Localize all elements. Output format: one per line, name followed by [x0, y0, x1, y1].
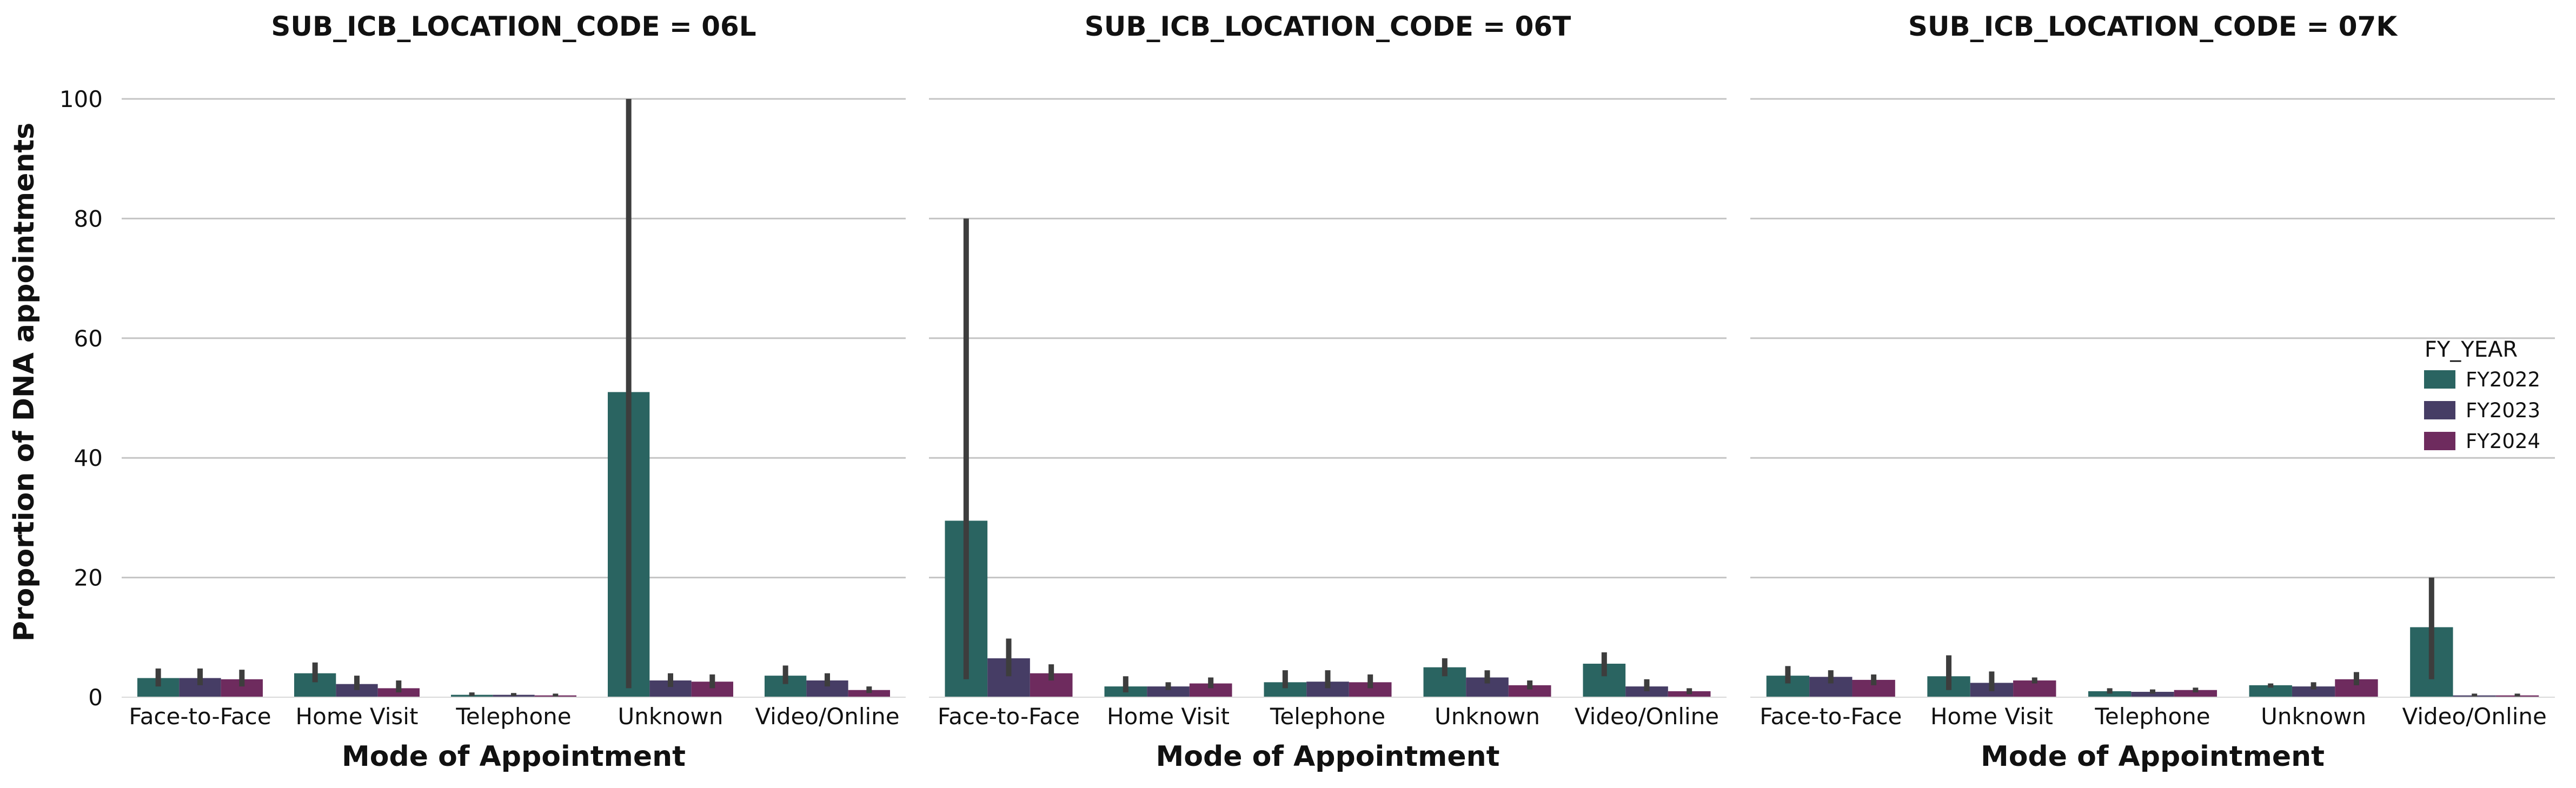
legend-swatch: [2424, 370, 2455, 389]
y-tick-label: 20: [74, 565, 103, 591]
y-tick-label: 80: [74, 205, 103, 232]
panel-title: SUB_ICB_LOCATION_CODE = 06L: [271, 11, 756, 42]
x-tick-label: Home Visit: [296, 703, 419, 730]
legend-entry-fy2024: FY2024: [2466, 430, 2540, 453]
bar-fy2023-unknown: [2292, 686, 2335, 697]
bar-fy2023-video-online: [1625, 686, 1668, 697]
x-tick-label: Home Visit: [1107, 703, 1230, 730]
x-tick-label: Telephone: [455, 703, 571, 730]
x-tick-label: Unknown: [618, 703, 723, 730]
bar-fy2024-home-visit: [377, 688, 420, 697]
legend: FY_YEAR FY2022 FY2023 FY2024: [2424, 337, 2540, 453]
y-axis-label: Proportion of DNA appointments: [8, 123, 41, 642]
bar-fy2022-telephone: [2088, 691, 2132, 697]
x-tick-label: Unknown: [1435, 703, 1540, 730]
x-axis-label: Mode of Appointment: [1156, 740, 1500, 773]
panel-title: SUB_ICB_LOCATION_CODE = 06T: [1085, 11, 1571, 42]
bar-fy2023-home-visit: [1147, 686, 1190, 697]
legend-swatch: [2424, 401, 2455, 419]
x-axis-label: Mode of Appointment: [1981, 740, 2325, 773]
y-tick-label: 60: [74, 325, 103, 352]
panel-1: SUB_ICB_LOCATION_CODE = 06T Face-to-Face H…: [929, 11, 1727, 773]
x-tick-label: Telephone: [1270, 703, 1385, 730]
panel-0: SUB_ICB_LOCATION_CODE = 06L Face-to-Face H…: [59, 11, 906, 773]
y-tick-label: 0: [88, 684, 103, 711]
bar-fy2024-unknown: [1508, 685, 1551, 697]
bar-fy2024-video-online: [848, 690, 890, 697]
x-axis-label: Mode of Appointment: [342, 740, 686, 773]
x-tick-label: Video/Online: [755, 703, 899, 730]
x-tick-label: Video/Online: [2402, 703, 2547, 730]
bar-fy2023-telephone: [2131, 692, 2174, 697]
panel-2: SUB_ICB_LOCATION_CODE = 07K Face-to-Face H…: [1750, 11, 2555, 773]
y-tick-label: 40: [74, 445, 103, 471]
legend-title: FY_YEAR: [2425, 337, 2518, 362]
x-tick-label: Home Visit: [1930, 703, 2053, 730]
x-tick-label: Face-to-Face: [129, 703, 271, 730]
y-tick-label: 100: [59, 86, 103, 112]
legend-swatch: [2424, 432, 2455, 450]
bar-fy2022-unknown: [2249, 685, 2292, 697]
x-tick-label: Unknown: [2261, 703, 2366, 730]
legend-entry-fy2022: FY2022: [2466, 368, 2540, 391]
x-tick-label: Telephone: [2094, 703, 2210, 730]
x-tick-label: Face-to-Face: [938, 703, 1080, 730]
bar-fy2024-video-online: [1668, 691, 1711, 697]
x-tick-label: Face-to-Face: [1760, 703, 1902, 730]
panel-title: SUB_ICB_LOCATION_CODE = 07K: [1908, 11, 2398, 42]
x-tick-label: Video/Online: [1575, 703, 1719, 730]
legend-entry-fy2023: FY2023: [2466, 399, 2540, 422]
bar-fy2024-telephone: [2174, 690, 2218, 697]
